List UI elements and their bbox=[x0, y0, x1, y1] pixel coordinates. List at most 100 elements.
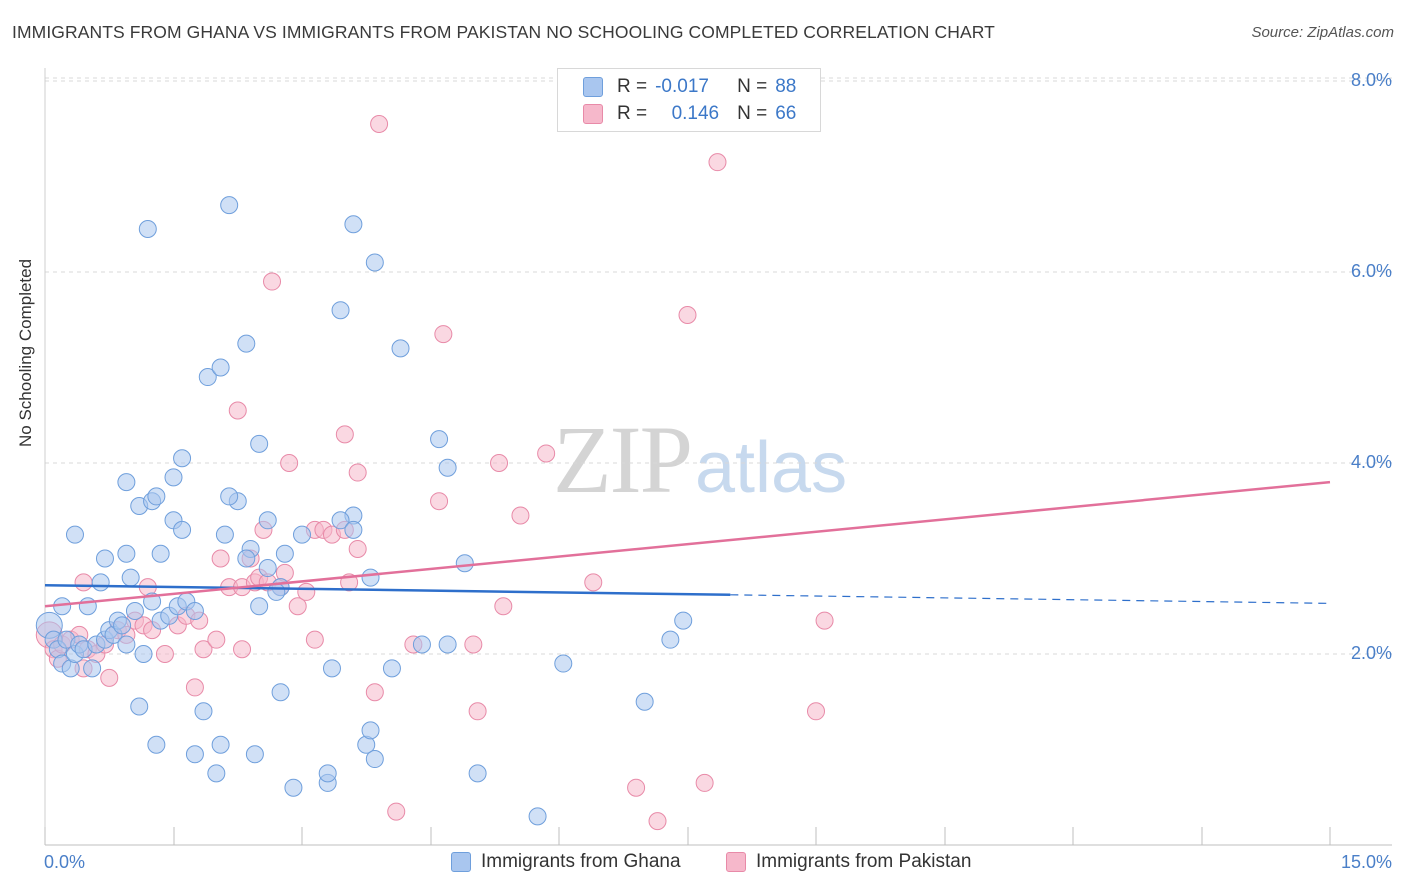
ghana-point bbox=[117, 635, 136, 654]
ghana-point bbox=[331, 511, 350, 530]
ghana-point bbox=[245, 745, 264, 764]
ghana-points bbox=[35, 196, 693, 826]
ghana-point bbox=[438, 458, 457, 477]
pakistan-point bbox=[708, 153, 727, 172]
ghana-point bbox=[250, 434, 269, 453]
ghana-point bbox=[438, 635, 457, 654]
ghana-point bbox=[318, 764, 337, 783]
ghana-point bbox=[117, 473, 136, 492]
pakistan-point bbox=[511, 506, 530, 525]
ghana-point bbox=[455, 554, 474, 573]
watermark-zip: ZIP bbox=[553, 406, 693, 513]
ghana-point bbox=[185, 745, 204, 764]
pakistan-point bbox=[648, 812, 667, 831]
ghana-point bbox=[361, 721, 380, 740]
ghana-point bbox=[635, 692, 654, 711]
ghana-point bbox=[250, 597, 269, 616]
pakistan-point bbox=[348, 539, 367, 558]
ghana-point bbox=[125, 602, 144, 621]
ghana-point bbox=[382, 659, 401, 678]
pakistan-point bbox=[155, 645, 174, 663]
ghana-r-label: R = bbox=[617, 76, 648, 97]
ghana-point bbox=[83, 659, 102, 678]
ghana-n-label: N = bbox=[737, 76, 768, 97]
pakistan-trend-line bbox=[44, 480, 1331, 608]
ghana-point bbox=[113, 616, 132, 635]
ghana-point bbox=[528, 807, 547, 826]
ghana-n-value: 88 bbox=[775, 76, 797, 97]
ghana-point bbox=[344, 520, 363, 539]
ghana-point bbox=[275, 544, 294, 563]
ghana-point bbox=[365, 253, 384, 272]
ghana-point bbox=[322, 659, 341, 678]
ghana-point bbox=[258, 559, 277, 578]
ghana-point bbox=[65, 525, 84, 544]
ghana-point bbox=[215, 525, 234, 544]
ghana-point bbox=[173, 520, 192, 539]
pakistan-point bbox=[263, 272, 282, 291]
ghana-point bbox=[258, 511, 277, 530]
pakistan-point bbox=[464, 635, 483, 654]
y-tick-label-3: 8.0% bbox=[1350, 70, 1392, 90]
ghana-point bbox=[365, 750, 384, 769]
ghana-point bbox=[211, 735, 230, 754]
pakistan-point bbox=[194, 640, 213, 659]
pakistan-points bbox=[35, 114, 834, 831]
ghana-swatch bbox=[583, 77, 603, 97]
pakistan-point bbox=[185, 678, 204, 697]
watermark-atlas: atlas bbox=[695, 428, 848, 508]
y-tick-label-1: 4.0% bbox=[1350, 452, 1392, 472]
pakistan-point bbox=[305, 630, 324, 649]
pakistan-point bbox=[678, 305, 697, 324]
legend-swatch-ghana bbox=[451, 852, 471, 872]
ghana-point bbox=[130, 697, 149, 716]
trend-lines bbox=[44, 480, 1331, 608]
ghana-point bbox=[267, 582, 286, 601]
pakistan-point bbox=[288, 597, 307, 616]
ghana-point bbox=[121, 568, 140, 587]
pakistan-point bbox=[627, 778, 646, 797]
ghana-r-value: -0.017 bbox=[655, 76, 709, 97]
ghana-point bbox=[674, 611, 693, 630]
ghana-point bbox=[237, 334, 256, 353]
ghana-point bbox=[412, 635, 431, 654]
legend-item-pakistan[interactable]: Immigrants from Pakistan bbox=[726, 851, 971, 873]
ghana-point bbox=[271, 683, 290, 702]
pakistan-n-value: 66 bbox=[775, 103, 797, 124]
pakistan-point bbox=[584, 573, 603, 592]
stats-row-ghana: R = -0.017 N = 88 bbox=[583, 75, 796, 99]
pakistan-point bbox=[434, 325, 453, 344]
y-tick-label-2: 6.0% bbox=[1350, 261, 1392, 281]
stats-box: R = -0.017 N = 88 R = 0.146 N = 66 bbox=[557, 68, 821, 132]
stats-row-pakistan: R = 0.146 N = 66 bbox=[583, 102, 796, 126]
ghana-point bbox=[117, 544, 136, 563]
pakistan-point bbox=[348, 463, 367, 482]
ghana-point bbox=[237, 549, 256, 568]
ghana-point bbox=[207, 764, 226, 783]
ghana-point bbox=[284, 778, 303, 797]
pakistan-point bbox=[207, 630, 226, 649]
pakistan-point bbox=[233, 640, 252, 659]
pakistan-point bbox=[297, 582, 316, 601]
ghana-point bbox=[147, 487, 166, 506]
pakistan-point bbox=[280, 454, 299, 472]
pakistan-n-label: N = bbox=[737, 103, 768, 124]
legend: Immigrants from Ghana Immigrants from Pa… bbox=[0, 851, 1406, 879]
ghana-point bbox=[91, 573, 110, 592]
legend-label-ghana: Immigrants from Ghana bbox=[481, 851, 681, 872]
y-tick-label-0: 2.0% bbox=[1350, 643, 1392, 663]
ghana-point bbox=[331, 301, 350, 320]
ghana-point bbox=[138, 220, 157, 239]
legend-item-ghana[interactable]: Immigrants from Ghana bbox=[451, 851, 681, 873]
ghana-trend-extension bbox=[730, 594, 1331, 604]
pakistan-point bbox=[815, 611, 834, 630]
pakistan-point bbox=[211, 549, 230, 568]
x-tick-min: 0.0% bbox=[44, 852, 86, 872]
ghana-point bbox=[391, 339, 410, 358]
ghana-point bbox=[554, 654, 573, 673]
y-axis-title: No Schooling Completed bbox=[16, 258, 35, 447]
source-label: Source: ZipAtlas.com bbox=[1251, 24, 1394, 41]
pakistan-point bbox=[387, 802, 406, 821]
ghana-point bbox=[134, 645, 153, 663]
